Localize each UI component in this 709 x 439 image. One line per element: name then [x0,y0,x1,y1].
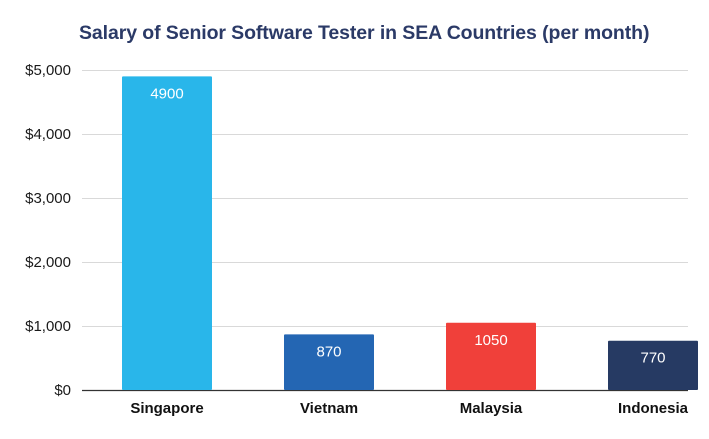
bar-value-label: 1050 [474,332,507,349]
bar-vietnam [284,334,374,390]
bars [122,76,698,391]
bar-value-labels: 4900 870 1050 770 [150,85,665,366]
y-tick-label: $5,000 [25,62,71,79]
bar-indonesia [608,340,698,390]
x-category-label: Vietnam [300,400,358,417]
bar-value-label: 870 [316,343,341,360]
y-axis-tick-labels: $0 $1,000 $2,000 $3,000 $4,000 $5,000 [25,62,71,399]
bar-malaysia [446,322,536,390]
x-category-label: Malaysia [460,400,523,417]
bar-value-label: 770 [640,350,665,367]
y-tick-label: $1,000 [25,318,71,335]
x-axis-category-labels: Singapore Vietnam Malaysia Indonesia [130,400,688,417]
x-category-label: Singapore [130,400,203,417]
y-tick-label: $0 [54,382,71,399]
chart-title: Salary of Senior Software Tester in SEA … [79,22,650,44]
y-tick-label: $4,000 [25,126,71,143]
y-tick-label: $3,000 [25,190,71,207]
gridlines [82,70,688,392]
bar-value-label: 4900 [150,85,183,102]
y-tick-label: $2,000 [25,254,71,271]
bar-singapore [122,76,212,391]
x-category-label: Indonesia [618,400,689,417]
